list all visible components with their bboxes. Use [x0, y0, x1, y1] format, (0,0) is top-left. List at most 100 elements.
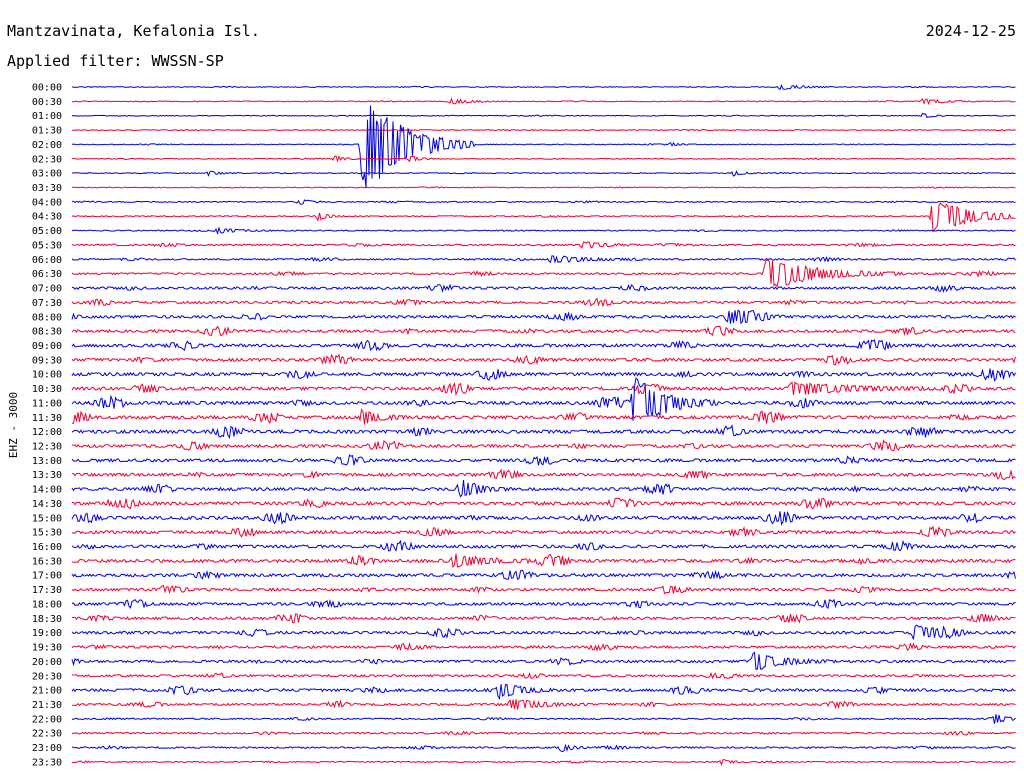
time-tick-label: 17:00: [32, 571, 62, 582]
time-tick-label: 21:00: [32, 686, 62, 697]
trace-row: [71, 128, 1016, 132]
time-tick-label: 18:00: [32, 599, 62, 610]
trace-row: [71, 424, 1016, 439]
time-tick-label: 16:30: [32, 556, 62, 567]
time-tick-label: 07:00: [32, 284, 62, 295]
time-tick-label: 08:30: [32, 327, 62, 338]
time-tick-label: 14:30: [32, 499, 62, 510]
time-tick-label: 08:00: [32, 312, 62, 323]
trace-row: [71, 241, 1016, 249]
trace-row: [71, 613, 1016, 624]
time-tick-label: 12:00: [32, 427, 62, 438]
trace-row: [71, 170, 1016, 177]
trace-row: [71, 202, 1016, 233]
time-tick-label: 05:30: [32, 240, 62, 251]
time-tick-label: 22:00: [32, 714, 62, 725]
trace-row: [71, 325, 1016, 337]
trace-row: [71, 714, 1016, 724]
time-tick-label: 10:30: [32, 384, 62, 395]
trace-row: [71, 377, 1016, 421]
trace-row: [71, 353, 1016, 366]
trace-row: [71, 642, 1016, 652]
time-tick-label: 23:30: [32, 757, 62, 768]
trace-row: [71, 297, 1016, 307]
trace-row: [71, 539, 1016, 552]
trace-row: [71, 97, 1016, 106]
time-tick-label: 02:30: [32, 154, 62, 165]
trace-row: [71, 368, 1016, 382]
time-tick-label: 19:30: [32, 643, 62, 654]
trace-row: [71, 408, 1016, 425]
trace-row: [71, 569, 1016, 581]
trace-row: [71, 339, 1016, 352]
trace-row: [71, 698, 1016, 710]
time-tick-label: 20:00: [32, 657, 62, 668]
trace-row: [71, 479, 1016, 498]
time-tick-label: 12:30: [32, 442, 62, 453]
time-tick-label: 06:30: [32, 269, 62, 280]
time-tick-label: 17:30: [32, 585, 62, 596]
time-tick-label: 15:30: [32, 528, 62, 539]
trace-row: [71, 381, 1016, 397]
trace-row: [71, 598, 1016, 610]
time-tick-label: 11:00: [32, 398, 62, 409]
trace-row: [71, 497, 1016, 510]
time-tick-label: 01:30: [32, 126, 62, 137]
trace-row: [71, 730, 1016, 736]
trace-row: [71, 584, 1016, 595]
trace-row: [71, 525, 1016, 538]
time-tick-label: 13:00: [32, 456, 62, 467]
trace-row: [71, 759, 1016, 767]
time-tick-label: 15:00: [32, 513, 62, 524]
time-tick-label: 00:30: [32, 97, 62, 108]
time-tick-label: 10:00: [32, 370, 62, 381]
trace-row: [71, 112, 1016, 119]
trace-row: [71, 309, 1016, 325]
trace-row: [71, 511, 1016, 526]
time-tick-label: 19:00: [32, 628, 62, 639]
date-label: 2024-12-25: [926, 22, 1016, 40]
time-tick-label: 03:30: [32, 183, 62, 194]
time-tick-label: 11:30: [32, 413, 62, 424]
trace-row: [71, 624, 1016, 640]
time-tick-label: 09:30: [32, 355, 62, 366]
time-tick-label: 22:30: [32, 729, 62, 740]
filter-label: Applied filter: WWSSN-SP: [7, 52, 224, 70]
time-tick-label: 05:00: [32, 226, 62, 237]
trace-row: [71, 743, 1016, 753]
time-tick-label: 16:00: [32, 542, 62, 553]
time-tick-label: 04:00: [32, 197, 62, 208]
trace-row: [71, 186, 1016, 189]
trace-row: [71, 651, 1016, 671]
trace-row: [71, 671, 1016, 680]
time-tick-label: 13:30: [32, 470, 62, 481]
time-tick-label: 23:00: [32, 743, 62, 754]
trace-row: [71, 683, 1016, 701]
time-tick-label: 00:00: [32, 83, 62, 94]
trace-row: [71, 259, 1016, 288]
trace-row: [71, 255, 1016, 264]
trace-row: [71, 226, 1016, 235]
station-title: Mantzavinata, Kefalonia Isl.: [7, 22, 260, 40]
trace-row: [71, 439, 1016, 452]
trace-row: [71, 553, 1016, 568]
time-tick-labels: 00:00 00:30 01:00 01:30 02:00 02:30 03:00 03:30…: [32, 83, 62, 769]
trace-row: [71, 283, 1016, 294]
trace-row: [71, 468, 1016, 480]
trace-row: [71, 454, 1016, 466]
time-tick-label: 14:00: [32, 485, 62, 496]
time-tick-label: 03:00: [32, 169, 62, 180]
time-tick-label: 07:30: [32, 298, 62, 309]
trace-row: [72, 199, 1016, 205]
trace-row: [72, 155, 1016, 163]
time-tick-label: 21:30: [32, 700, 62, 711]
trace-row: [71, 84, 1016, 91]
y-axis-label: EHZ - 3000: [7, 392, 20, 458]
trace-row: [71, 105, 1016, 189]
time-tick-label: 20:30: [32, 671, 62, 682]
time-tick-label: 06:00: [32, 255, 62, 266]
time-tick-label: 02:00: [32, 140, 62, 151]
time-tick-label: 04:30: [32, 212, 62, 223]
time-tick-label: 09:00: [32, 341, 62, 352]
